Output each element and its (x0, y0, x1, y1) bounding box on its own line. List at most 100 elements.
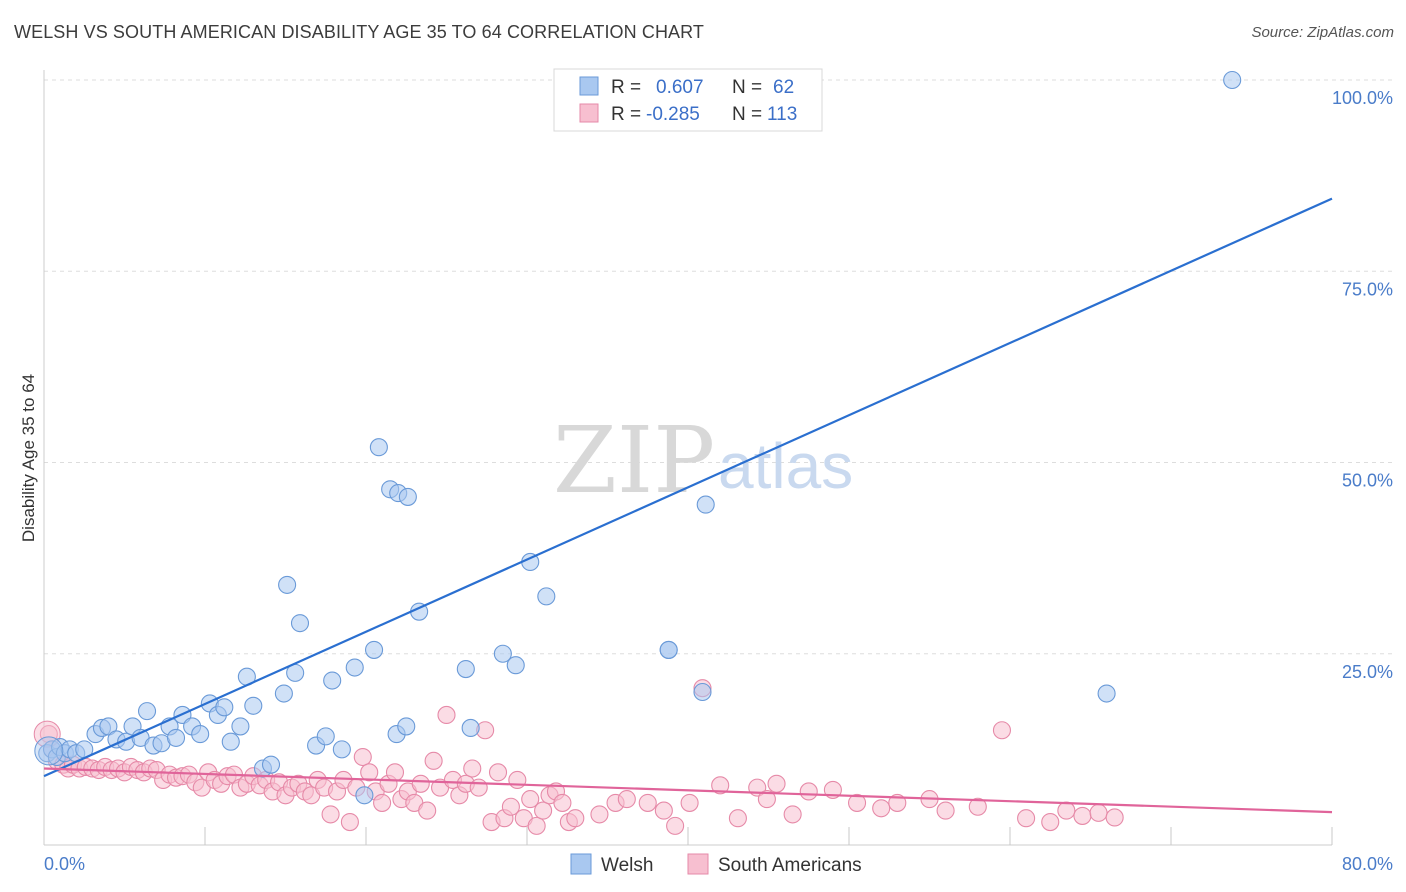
welsh-point (323, 671, 342, 690)
south-americans-points (33, 679, 1124, 835)
south-americans-point (617, 790, 636, 809)
welsh-point (244, 696, 263, 715)
south-americans-point (469, 778, 488, 797)
south-americans-point (638, 793, 657, 812)
welsh-point (191, 725, 210, 744)
source-label: Source: ZipAtlas.com (1251, 24, 1394, 41)
x-ticks (204, 827, 1333, 845)
welsh-point (278, 575, 297, 594)
y-tick-label: 75.0% (1342, 279, 1393, 299)
y-tick-labels: 100.0% 75.0% 50.0% 25.0% (1332, 88, 1393, 682)
legend-box (553, 68, 823, 132)
south-americans-point (728, 809, 747, 828)
legend-sa-r-value: -0.285 (646, 104, 700, 125)
welsh-point (506, 656, 525, 675)
x-tick-labels: 0.0% 80.0% (44, 854, 1393, 874)
south-americans-point (1057, 801, 1076, 820)
south-americans-point (654, 801, 673, 820)
grid-lines (44, 79, 1392, 655)
y-tick-label: 50.0% (1342, 471, 1393, 491)
south-americans-point (340, 812, 359, 832)
y-tick-label: 25.0% (1342, 662, 1393, 682)
welsh-point (231, 717, 250, 736)
bottom-legend-welsh-swatch (570, 853, 592, 875)
south-americans-point (1041, 812, 1060, 832)
welsh-point (261, 755, 281, 774)
south-americans-point (1073, 806, 1092, 825)
welsh-point (34, 736, 64, 766)
south-americans-point (360, 763, 379, 782)
south-americans-point (534, 801, 553, 820)
trend-lines (43, 197, 1333, 814)
south-americans-point (1089, 803, 1108, 822)
welsh-point (398, 487, 417, 506)
welsh-point (369, 438, 388, 457)
south-americans-point (566, 809, 585, 828)
south-americans-point (711, 776, 730, 795)
welsh-points (34, 70, 1242, 805)
chart-title: WELSH VS SOUTH AMERICAN DISABILITY AGE 3… (14, 22, 705, 42)
south-americans-point (527, 816, 546, 835)
legend-sa-r-label: R = (611, 104, 641, 125)
south-americans-point (783, 805, 802, 824)
welsh-point (345, 658, 364, 677)
south-americans-point (424, 751, 443, 770)
bottom-legend-sa-swatch (687, 853, 709, 875)
south-americans-point (321, 805, 340, 824)
south-americans-point (872, 799, 891, 818)
legend-sa-n-label: N = (732, 104, 762, 125)
south-americans-trend-line (43, 767, 1333, 814)
welsh-point (659, 640, 678, 659)
legend-welsh-n-label: N = (732, 77, 762, 98)
legend-welsh-swatch (579, 76, 599, 96)
welsh-point (537, 587, 556, 606)
welsh-point (290, 614, 310, 633)
bottom-legend-welsh-label: Welsh (601, 855, 653, 876)
south-americans-point (508, 770, 527, 790)
welsh-point (397, 717, 416, 736)
south-americans-point (418, 801, 437, 820)
south-americans-point (353, 747, 372, 767)
legend-sa-n-value: 113 (767, 104, 797, 125)
welsh-point (332, 740, 351, 759)
x-tick-label-max: 80.0% (1342, 854, 1393, 874)
south-americans-point (799, 782, 818, 801)
south-americans-point (553, 793, 572, 812)
south-americans-point (385, 763, 405, 782)
x-tick-label-min: 0.0% (44, 854, 85, 874)
watermark-atlas: atlas (718, 430, 853, 502)
south-americans-point (437, 705, 456, 725)
south-americans-point (521, 790, 540, 809)
south-americans-point (936, 801, 955, 820)
welsh-point (456, 659, 475, 679)
welsh-point (355, 786, 374, 805)
south-americans-point (888, 793, 907, 812)
south-americans-point (590, 805, 609, 824)
welsh-point (364, 640, 384, 659)
welsh-point (316, 727, 335, 746)
welsh-point (99, 717, 118, 736)
watermark-zip: ZIP (553, 407, 715, 514)
south-americans-point (757, 790, 776, 809)
y-tick-label: 100.0% (1332, 88, 1393, 108)
welsh-trend-line (43, 197, 1333, 778)
welsh-point (461, 718, 480, 738)
welsh-point (693, 682, 712, 702)
south-americans-point (411, 774, 430, 793)
south-americans-point (767, 774, 786, 793)
legend-welsh-r-label: R = (611, 77, 641, 98)
south-americans-point (666, 816, 685, 835)
welsh-point (221, 732, 240, 751)
south-americans-point (501, 797, 520, 816)
south-americans-point (680, 793, 699, 812)
south-americans-point (1017, 809, 1036, 828)
welsh-point (274, 684, 293, 703)
welsh-point (137, 702, 157, 721)
south-americans-point (992, 721, 1012, 740)
south-americans-point (373, 793, 392, 812)
series-legend: Welsh South Americans (570, 853, 862, 876)
welsh-point (215, 698, 234, 717)
legend-welsh-r-value: 0.607 (656, 77, 704, 98)
south-americans-point (1105, 808, 1124, 827)
